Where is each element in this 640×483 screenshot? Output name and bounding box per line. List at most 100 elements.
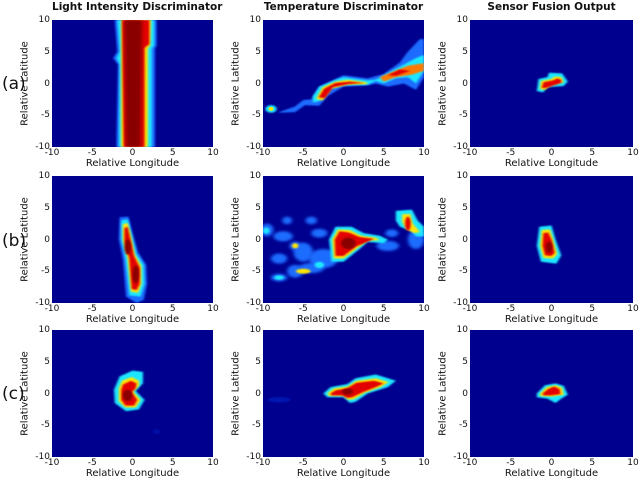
x-axis-label: Relative Longitude <box>85 158 180 169</box>
y-tick-label: 10 <box>38 325 50 335</box>
row-label-b: (b) <box>2 231 27 251</box>
y-tick-label: 10 <box>456 325 468 335</box>
x-tick-label: 5 <box>169 458 176 468</box>
heatmap-b-light <box>52 176 213 303</box>
column-title-temperature: Temperature Discriminator <box>263 1 424 13</box>
y-tick-label: -5 <box>41 110 50 121</box>
x-axis-label: Relative Longitude <box>85 468 180 479</box>
x-tick-label: 10 <box>207 304 219 314</box>
x-tick-label: -5 <box>298 458 308 468</box>
y-tick-label: 5 <box>255 202 261 213</box>
x-tick-label: 5 <box>169 148 176 158</box>
y-tick-label: 0 <box>255 234 261 245</box>
x-tick-label: 5 <box>380 458 387 468</box>
x-tick-label: -10 <box>255 148 271 158</box>
y-tick-label: 5 <box>255 46 261 57</box>
x-tick-label: 5 <box>589 458 596 468</box>
y-tick-label: 0 <box>462 388 468 399</box>
x-axis-label: Relative Longitude <box>296 314 391 325</box>
y-axis-label: Relative Latitude <box>437 350 449 436</box>
column-title-fusion: Sensor Fusion Output <box>487 1 616 13</box>
x-tick-label: 0 <box>340 304 347 314</box>
heatmap-graphic <box>267 374 396 404</box>
y-tick-label: -10 <box>246 142 261 152</box>
heatmap-graphic <box>265 39 424 113</box>
y-tick-label: -5 <box>41 420 50 431</box>
y-tick-label: -10 <box>453 142 468 152</box>
y-tick-label: 5 <box>255 356 261 367</box>
x-tick-label: -5 <box>298 304 308 314</box>
x-tick-label: 10 <box>207 458 219 468</box>
x-tick-label: 10 <box>627 458 639 468</box>
y-axis-label: Relative Latitude <box>230 40 242 126</box>
heatmap-b-temperature <box>263 176 424 303</box>
y-tick-label: -5 <box>41 266 50 277</box>
x-tick-label: 0 <box>340 148 347 158</box>
heatmap-b-fusion <box>470 176 633 303</box>
x-tick-label: -10 <box>44 304 60 314</box>
x-tick-label: 0 <box>340 458 347 468</box>
column-title-light: Light Intensity Discriminator <box>52 1 223 13</box>
y-tick-label: 5 <box>44 202 50 213</box>
x-tick-label: -5 <box>506 148 516 158</box>
y-tick-label: 5 <box>462 46 468 57</box>
heatmap-graphic <box>536 383 568 404</box>
y-tick-label: 10 <box>38 15 50 25</box>
y-tick-label: -10 <box>35 142 50 152</box>
x-tick-label: 5 <box>589 304 596 314</box>
y-axis-label: Relative Latitude <box>437 196 449 282</box>
heatmap-graphic <box>263 209 424 282</box>
x-tick-label: -10 <box>255 458 271 468</box>
x-tick-label: 10 <box>418 304 430 314</box>
heatmap-graphic <box>113 20 157 147</box>
y-tick-label: -5 <box>252 266 261 277</box>
heatmap-a-temperature <box>263 20 424 147</box>
x-tick-label: 5 <box>169 304 176 314</box>
y-tick-label: 0 <box>462 78 468 89</box>
row-label-a: (a) <box>2 74 26 94</box>
y-axis-label: Relative Latitude <box>19 40 31 126</box>
x-tick-label: -10 <box>44 458 60 468</box>
x-tick-label: 0 <box>129 304 136 314</box>
x-tick-label: -10 <box>462 458 478 468</box>
y-tick-label: -5 <box>252 110 261 121</box>
x-axis-label: Relative Longitude <box>504 158 599 169</box>
y-tick-label: 0 <box>44 234 50 245</box>
x-tick-label: 10 <box>627 148 639 158</box>
x-tick-label: -5 <box>87 148 97 158</box>
x-tick-label: 10 <box>418 458 430 468</box>
x-tick-label: 10 <box>627 304 639 314</box>
y-tick-label: -10 <box>453 298 468 308</box>
x-tick-label: 0 <box>129 458 136 468</box>
x-tick-label: -10 <box>255 304 271 314</box>
heatmap-c-fusion <box>470 330 633 457</box>
y-axis-label: Relative Latitude <box>230 350 242 436</box>
y-tick-label: 10 <box>249 171 261 181</box>
x-tick-label: -5 <box>506 304 516 314</box>
x-tick-label: 5 <box>589 148 596 158</box>
y-tick-label: 10 <box>456 15 468 25</box>
x-tick-label: -5 <box>298 148 308 158</box>
y-tick-label: 10 <box>38 171 50 181</box>
heatmap-graphic <box>118 216 147 303</box>
y-tick-label: 10 <box>456 171 468 181</box>
y-tick-label: 10 <box>249 325 261 335</box>
x-tick-label: 0 <box>548 148 555 158</box>
heatmap-c-light <box>52 330 213 457</box>
y-tick-label: 5 <box>462 202 468 213</box>
y-tick-label: -10 <box>246 452 261 462</box>
y-tick-label: 5 <box>44 356 50 367</box>
y-axis-label: Relative Latitude <box>19 350 31 436</box>
heatmap-graphic <box>113 370 160 435</box>
x-tick-label: 5 <box>380 148 387 158</box>
y-tick-label: 5 <box>44 46 50 57</box>
y-tick-label: -10 <box>35 452 50 462</box>
x-axis-label: Relative Longitude <box>296 468 391 479</box>
heatmap-c-temperature <box>263 330 424 457</box>
heatmap-a-fusion <box>470 20 633 147</box>
x-tick-label: -10 <box>462 148 478 158</box>
x-tick-label: -5 <box>87 304 97 314</box>
y-tick-label: -5 <box>459 266 468 277</box>
x-tick-label: -10 <box>44 148 60 158</box>
x-tick-label: 5 <box>380 304 387 314</box>
